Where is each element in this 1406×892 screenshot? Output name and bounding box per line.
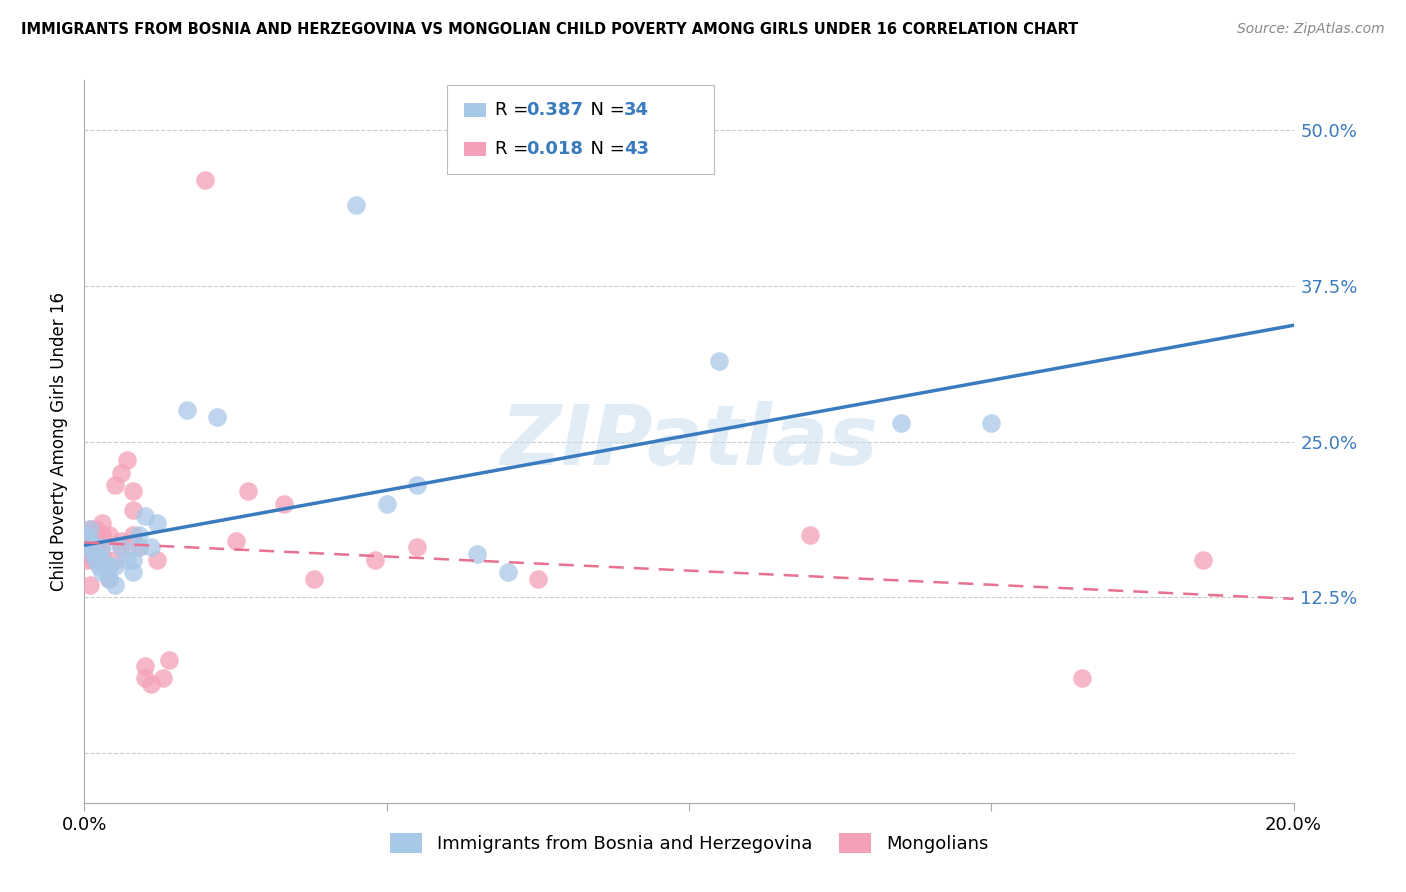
Text: IMMIGRANTS FROM BOSNIA AND HERZEGOVINA VS MONGOLIAN CHILD POVERTY AMONG GIRLS UN: IMMIGRANTS FROM BOSNIA AND HERZEGOVINA V…: [21, 22, 1078, 37]
Point: [302, 572, 325, 586]
Point: [97, 559, 120, 574]
Point: [363, 553, 385, 567]
Point: [128, 528, 150, 542]
Point: [86, 547, 108, 561]
Point: [1071, 671, 1094, 685]
Point: [91, 553, 114, 567]
Point: [134, 509, 156, 524]
Point: [146, 553, 169, 567]
Point: [709, 353, 731, 368]
Point: [467, 547, 489, 561]
Point: [86, 541, 108, 555]
Point: [110, 466, 132, 480]
Point: [79, 578, 101, 592]
Point: [121, 484, 143, 499]
Point: [152, 671, 174, 685]
Point: [176, 403, 198, 417]
Point: [115, 553, 138, 567]
Point: [91, 534, 114, 549]
Point: [97, 572, 120, 586]
Point: [406, 541, 429, 555]
Point: [121, 566, 143, 580]
Point: [97, 572, 120, 586]
Text: N =: N =: [579, 101, 631, 119]
Point: [225, 534, 247, 549]
Point: [157, 652, 180, 666]
Point: [79, 541, 101, 555]
Text: 0.387: 0.387: [526, 101, 583, 119]
Point: [207, 409, 229, 424]
Point: [346, 198, 368, 212]
Point: [194, 173, 217, 187]
Point: [115, 453, 138, 467]
Point: [496, 566, 519, 580]
Point: [82, 547, 104, 561]
Point: [91, 516, 114, 530]
Point: [76, 553, 98, 567]
Point: [375, 497, 398, 511]
Point: [121, 503, 143, 517]
Point: [134, 671, 156, 685]
Point: [406, 478, 429, 492]
Point: [139, 541, 162, 555]
Text: 43: 43: [624, 140, 650, 158]
Point: [79, 547, 101, 561]
Point: [104, 559, 127, 574]
Point: [79, 534, 101, 549]
Text: Source: ZipAtlas.com: Source: ZipAtlas.com: [1237, 22, 1385, 37]
Text: N =: N =: [579, 140, 631, 158]
Point: [1192, 553, 1215, 567]
Point: [86, 534, 108, 549]
Text: R =: R =: [495, 101, 534, 119]
Point: [91, 541, 114, 555]
Point: [980, 416, 1002, 430]
Y-axis label: Child Poverty Among Girls Under 16: Child Poverty Among Girls Under 16: [51, 292, 69, 591]
Point: [273, 497, 295, 511]
Point: [79, 522, 101, 536]
Point: [128, 541, 150, 555]
Point: [121, 553, 143, 567]
Point: [104, 553, 127, 567]
Point: [146, 516, 169, 530]
Point: [110, 534, 132, 549]
Text: 34: 34: [624, 101, 650, 119]
Point: [79, 522, 101, 536]
Point: [110, 541, 132, 555]
Point: [527, 572, 550, 586]
Point: [890, 416, 912, 430]
Point: [104, 478, 127, 492]
Point: [134, 658, 156, 673]
Point: [139, 677, 162, 691]
Text: R =: R =: [495, 140, 534, 158]
Point: [97, 528, 120, 542]
Point: [76, 528, 98, 542]
Point: [82, 553, 104, 567]
Point: [89, 553, 111, 567]
Point: [110, 541, 132, 555]
Point: [104, 578, 127, 592]
Legend: Immigrants from Bosnia and Herzegovina, Mongolians: Immigrants from Bosnia and Herzegovina, …: [381, 823, 997, 863]
Point: [91, 528, 114, 542]
Point: [91, 547, 114, 561]
Point: [121, 528, 143, 542]
Text: 0.018: 0.018: [526, 140, 583, 158]
Point: [128, 541, 150, 555]
Point: [86, 522, 108, 536]
Text: ZIPatlas: ZIPatlas: [501, 401, 877, 482]
Point: [89, 559, 111, 574]
Point: [799, 528, 821, 542]
Point: [79, 528, 101, 542]
Point: [236, 484, 259, 499]
Point: [86, 553, 108, 567]
Point: [91, 566, 114, 580]
